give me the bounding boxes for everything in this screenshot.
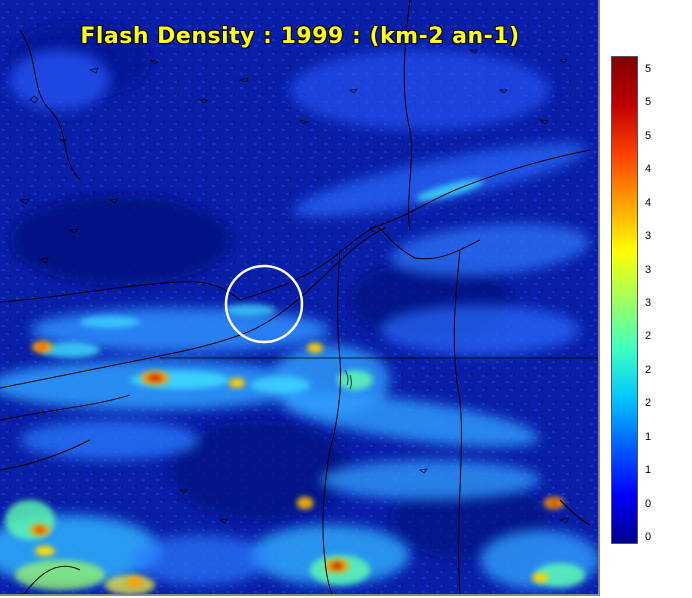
map-title: Flash Density : 1999 : (km-2 an-1) bbox=[80, 24, 520, 49]
colorbar-label: 5 bbox=[645, 96, 652, 109]
colorbar-label: 5 bbox=[645, 129, 652, 142]
colorbar-label: 1 bbox=[645, 464, 652, 477]
colorbar-label: 3 bbox=[645, 263, 652, 276]
colorbar-labels: 5 5 5 4 4 3 3 3 2 2 2 1 1 0 0 bbox=[645, 56, 675, 544]
colorbar-label: 0 bbox=[645, 531, 652, 543]
colorbar-label: 3 bbox=[645, 230, 652, 243]
map-frame: Flash Density : 1999 : (km-2 an-1) bbox=[0, 0, 600, 596]
colorbar-label: 2 bbox=[645, 330, 652, 343]
highlight-circle bbox=[224, 264, 304, 344]
colorbar-label: 1 bbox=[645, 430, 652, 443]
coastlines bbox=[0, 0, 598, 594]
colorbar-label: 3 bbox=[645, 297, 652, 309]
colorbar-label: 4 bbox=[645, 196, 652, 209]
flash-density-map bbox=[0, 0, 598, 594]
hot-spots bbox=[30, 341, 564, 587]
colorbar-label: 2 bbox=[645, 363, 652, 376]
colorbar-label: 0 bbox=[645, 497, 652, 510]
lakes-and-islands bbox=[18, 49, 570, 524]
colorbar-label: 4 bbox=[645, 163, 652, 176]
colorbar-label: 2 bbox=[645, 397, 652, 410]
colorbar bbox=[611, 56, 638, 544]
colorbar-label: 5 bbox=[645, 63, 652, 75]
